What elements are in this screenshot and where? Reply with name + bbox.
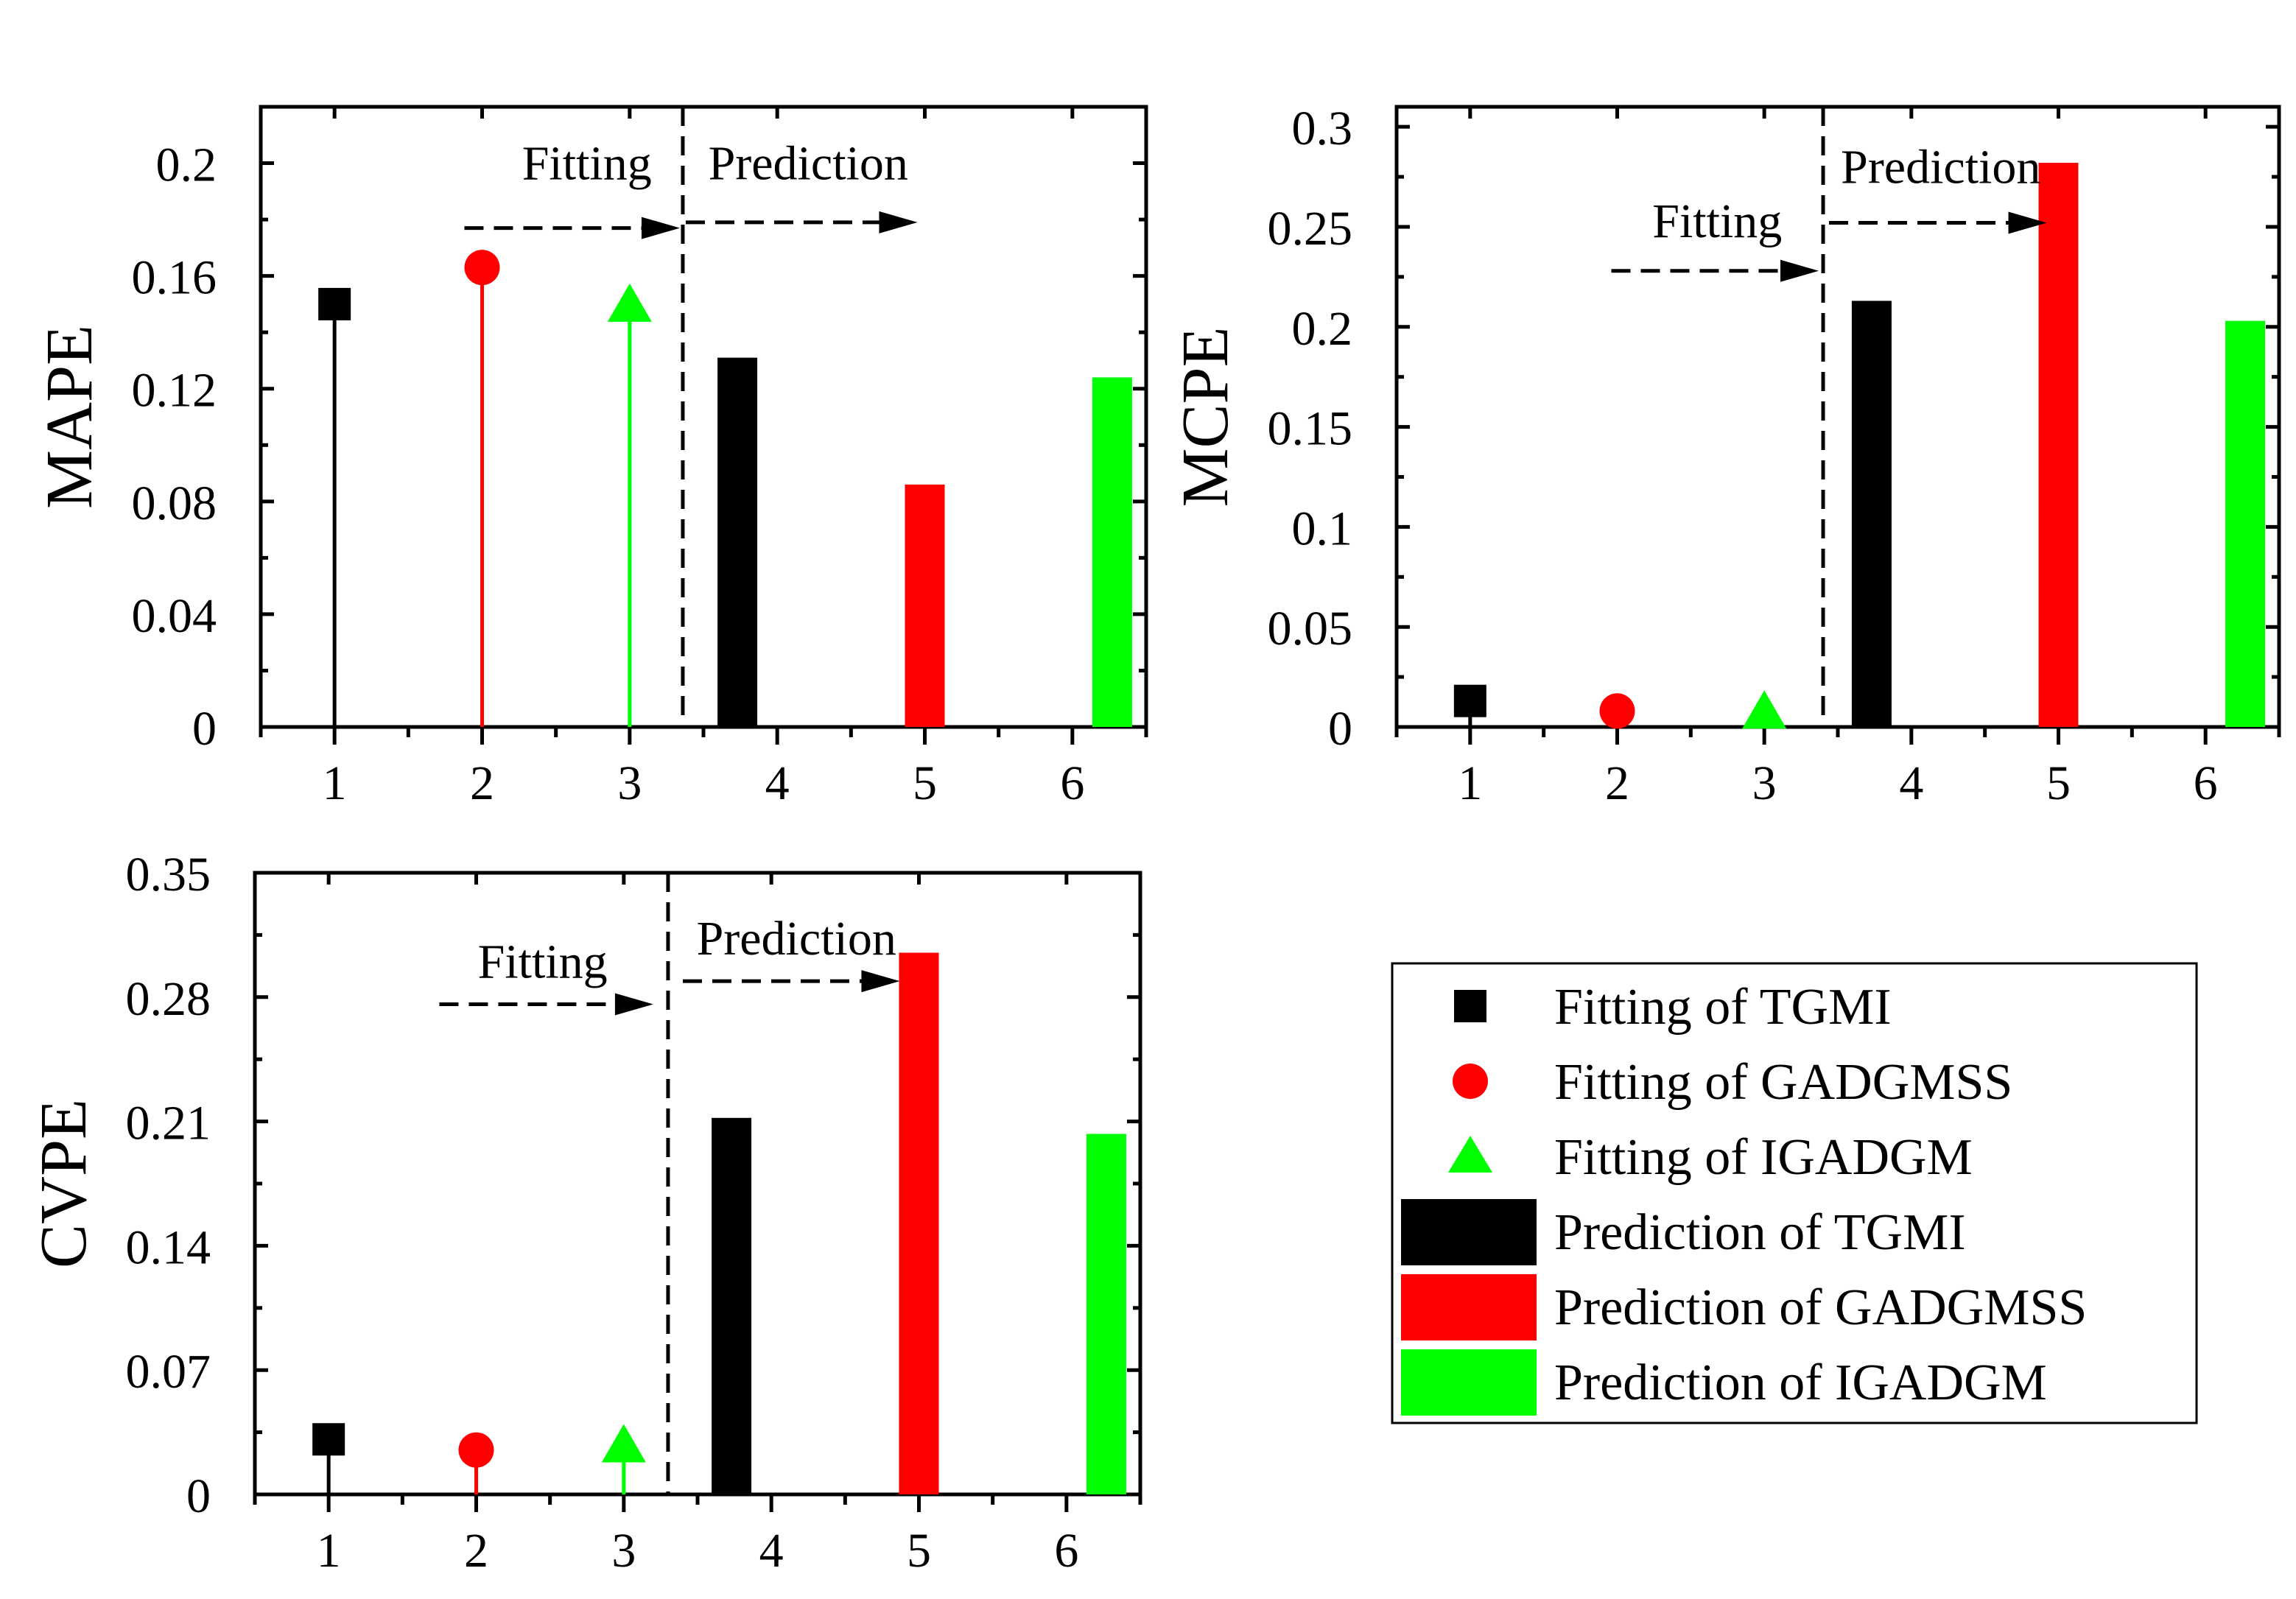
mcpe-fitting-point-2 <box>1599 693 1635 729</box>
mape-axes-frame <box>259 105 1148 729</box>
mape-ytick-label: 0.04 <box>132 589 217 643</box>
mcpe-xtick-label: 2 <box>1605 756 1629 810</box>
mcpe-prediction-bar-3 <box>2225 320 2266 727</box>
legend-label-1: Fitting of TGMI <box>1554 979 1892 1036</box>
cvpe-fitting-label: Fitting <box>478 935 608 989</box>
mape-fitting-point-2 <box>464 250 500 286</box>
legend: Fitting of TGMI Fitting of GADGMSS Fitting… <box>1391 962 2198 1424</box>
mcpe-xtick-label: 6 <box>2194 756 2218 810</box>
cvpe-ytick-label: 0.28 <box>126 972 211 1026</box>
cvpe-fitting-point-2 <box>458 1432 494 1468</box>
cvpe-prediction-bar-3 <box>1086 1134 1126 1494</box>
cvpe-ylabel: CVPE <box>27 1099 100 1268</box>
cvpe-xtick-label: 2 <box>464 1524 488 1578</box>
legend-swatch-3 <box>1448 1136 1492 1173</box>
mape-ytick-label: 0.08 <box>132 477 217 530</box>
mcpe-xtick-label: 4 <box>1899 756 1923 810</box>
mcpe-ylabel: MCPE <box>1169 326 1242 507</box>
mcpe-prediction-bar-2 <box>2038 163 2079 727</box>
mcpe-xtick-label: 1 <box>1458 756 1482 810</box>
mape-ytick-label: 0.2 <box>156 138 217 192</box>
mape-fitting-label: Fitting <box>522 137 652 191</box>
mcpe-ytick-label: 0.1 <box>1292 502 1353 555</box>
cvpe-prediction-bar-1 <box>712 1117 752 1494</box>
cvpe-axes-frame <box>253 871 1142 1497</box>
cvpe-ytick-label: 0.35 <box>126 848 211 902</box>
cvpe-xtick-label: 3 <box>611 1524 636 1578</box>
mape-panel: 0 0.04 0.08 0.12 0.16 0.2 1 2 3 4 5 6 MAPE Fitting Pre… <box>33 105 1148 810</box>
mape-ytick-label: 0.16 <box>132 251 217 305</box>
legend-swatch-2 <box>1453 1064 1488 1099</box>
mcpe-fitting-label: Fitting <box>1652 194 1782 248</box>
legend-swatch-5 <box>1401 1274 1537 1340</box>
cvpe-prediction-arrow-head <box>861 970 900 993</box>
mape-fitting-point-1 <box>318 287 351 320</box>
mape-prediction-label: Prediction <box>709 137 908 191</box>
mcpe-ytick-label: 0.05 <box>1268 602 1353 656</box>
mcpe-ytick-label: 0.15 <box>1268 402 1353 456</box>
mcpe-axes-frame <box>1394 105 2281 729</box>
mape-ylabel: MAPE <box>33 325 106 509</box>
mcpe-ytick-label: 0 <box>1328 702 1352 756</box>
mcpe-panel: 0 0.05 0.1 0.15 0.2 0.25 0.3 1 2 3 4 5 6 MCPE Fitting P… <box>1169 102 2281 810</box>
cvpe-ytick-label: 0.07 <box>126 1345 211 1399</box>
mape-prediction-bar-2 <box>905 484 945 727</box>
mcpe-prediction-arrow-head <box>2008 211 2047 234</box>
mape-xtick-label: 2 <box>470 756 494 810</box>
mape-xtick-label: 4 <box>765 756 790 810</box>
mcpe-fitting-point-3 <box>1742 690 1787 729</box>
mape-xtick-label: 5 <box>913 756 937 810</box>
legend-swatch-6 <box>1401 1349 1537 1416</box>
mcpe-prediction-label: Prediction <box>1841 140 2040 194</box>
mape-xtick-label: 6 <box>1060 756 1084 810</box>
cvpe-xtick-label: 4 <box>759 1524 784 1578</box>
legend-label-2: Fitting of GADGMSS <box>1554 1054 2012 1111</box>
mape-fitting-arrow-head <box>641 217 680 239</box>
mcpe-prediction-bar-1 <box>1851 301 1892 728</box>
mcpe-fitting-point-1 <box>1453 684 1486 717</box>
mape-prediction-arrow-head <box>879 211 918 233</box>
cvpe-xtick-label: 6 <box>1054 1524 1078 1578</box>
mape-fitting-point-3 <box>607 283 652 322</box>
mcpe-ytick-label: 0.2 <box>1292 302 1353 356</box>
cvpe-fitting-point-1 <box>312 1423 345 1456</box>
legend-swatch-1 <box>1454 990 1486 1022</box>
cvpe-ytick-label: 0 <box>186 1469 211 1523</box>
mcpe-ytick-label: 0.25 <box>1268 202 1353 256</box>
mcpe-ytick-label: 0.3 <box>1292 102 1353 155</box>
legend-swatch-4 <box>1401 1199 1537 1265</box>
mape-ytick-label: 0.12 <box>132 364 217 418</box>
cvpe-xtick-label: 5 <box>907 1524 931 1578</box>
legend-label-3: Fitting of IGADGM <box>1554 1129 1973 1186</box>
legend-label-5: Prediction of GADGMSS <box>1554 1279 2087 1336</box>
cvpe-fitting-point-3 <box>601 1424 646 1463</box>
cvpe-fitting-arrow-head <box>614 993 653 1016</box>
legend-frame <box>1391 962 2198 1424</box>
legend-label-6: Prediction of IGADGM <box>1554 1354 2047 1411</box>
cvpe-xtick-label: 1 <box>317 1524 341 1578</box>
mape-xtick-label: 3 <box>617 756 642 810</box>
mcpe-fitting-arrow-head <box>1780 259 1819 282</box>
mape-prediction-bar-1 <box>717 357 758 727</box>
mape-ytick-label: 0 <box>192 702 217 756</box>
mape-xtick-label: 1 <box>323 756 347 810</box>
cvpe-ytick-label: 0.14 <box>126 1220 211 1274</box>
cvpe-prediction-label: Prediction <box>697 912 896 966</box>
cvpe-ytick-label: 0.21 <box>126 1097 211 1150</box>
cvpe-panel: 0 0.07 0.14 0.21 0.28 0.35 1 2 3 4 5 6 CVPE Fitting Pr… <box>27 848 1142 1578</box>
cvpe-prediction-bar-2 <box>899 952 939 1494</box>
legend-label-4: Prediction of TGMI <box>1554 1204 1966 1261</box>
mcpe-xtick-label: 5 <box>2046 756 2071 810</box>
mcpe-xtick-label: 3 <box>1752 756 1777 810</box>
mape-prediction-bar-3 <box>1092 377 1132 727</box>
